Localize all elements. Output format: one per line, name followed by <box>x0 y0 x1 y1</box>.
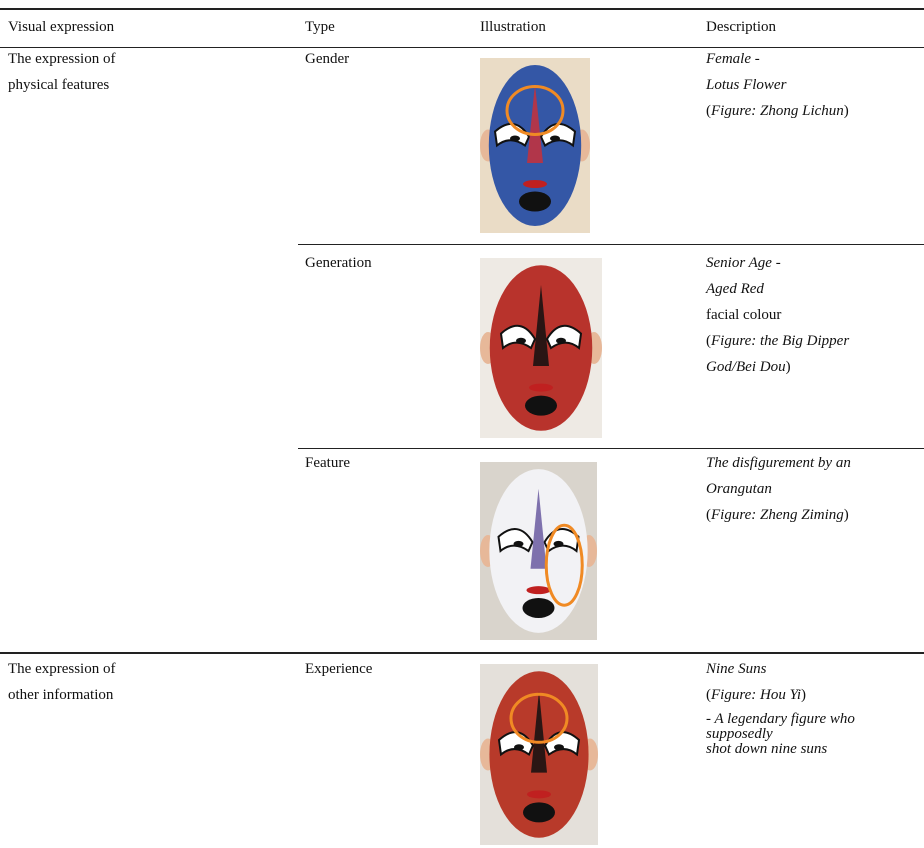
description-line: (Figure: Hou Yi) <box>706 686 806 704</box>
text-segment: The disfigurement by an <box>706 455 851 471</box>
text-segment: ) <box>801 687 806 703</box>
rule <box>0 8 924 10</box>
description-line: Female - <box>706 50 760 68</box>
shape <box>544 523 584 607</box>
description-line: (Figure: Zhong Lichun) <box>706 102 849 120</box>
description-line: Lotus Flower <box>706 76 786 94</box>
expression: physical features <box>8 77 110 93</box>
expression: The expression of <box>8 51 116 67</box>
shape <box>509 692 569 744</box>
text-segment: Orangutan <box>706 481 772 497</box>
shape <box>533 285 549 366</box>
text-segment: Figure: Zhong Lichun <box>711 103 844 119</box>
shape <box>523 180 547 188</box>
text-segment: Female - <box>706 51 760 67</box>
text-segment: Senior Age - <box>706 255 781 271</box>
description-line: God/Bei Dou) <box>706 358 791 376</box>
type: Generation <box>305 255 372 271</box>
shape <box>519 191 551 212</box>
shape <box>554 744 564 751</box>
rule <box>0 652 924 654</box>
text-segment: ( <box>706 333 711 349</box>
header-cell: Description <box>706 19 776 35</box>
shape <box>505 85 565 136</box>
type: Feature <box>305 455 350 471</box>
header-cell: Illustration <box>480 19 546 35</box>
text-segment: God/Bei Dou <box>706 359 786 375</box>
rule <box>298 448 924 449</box>
text-segment: ( <box>706 103 711 119</box>
header-cell: Visual expression <box>8 19 115 35</box>
shape <box>516 337 526 344</box>
description-line: Nine Suns <box>706 660 766 678</box>
shape <box>530 488 547 569</box>
shape <box>550 135 560 142</box>
mask-illustration <box>480 664 598 845</box>
description-line: Aged Red <box>706 280 764 298</box>
note-line: supposedly <box>706 726 773 742</box>
shape <box>525 395 557 416</box>
shape <box>514 744 524 751</box>
note-line: shot down nine suns <box>706 741 828 757</box>
text-segment: Figure: Zheng Ziming <box>711 507 844 523</box>
expression: other information <box>8 687 114 703</box>
text-segment: ) <box>843 507 849 523</box>
note-line: - A legendary figure who <box>706 711 855 727</box>
text-segment: ) <box>843 103 849 119</box>
text-segment: ( <box>706 687 711 703</box>
text-segment: Figure: Hou Yi <box>711 687 801 703</box>
rule <box>298 244 924 245</box>
shape <box>556 337 566 344</box>
shape <box>510 135 520 142</box>
shape <box>545 324 583 350</box>
type: Gender <box>305 51 350 67</box>
shape <box>526 586 551 595</box>
shape <box>523 802 555 823</box>
description-line: The disfigurement by an <box>706 454 851 472</box>
text-segment: ) <box>785 359 791 375</box>
mask-illustration <box>480 58 590 233</box>
shape <box>513 540 524 547</box>
header-cell: Type <box>305 19 335 35</box>
shape <box>499 324 537 350</box>
description-line: facial colour <box>706 306 781 324</box>
text-segment: Lotus Flower <box>706 77 787 93</box>
text-segment: Aged Red <box>706 281 764 297</box>
description-line: (Figure: Zheng Ziming) <box>706 506 849 524</box>
text-segment: Figure: the Big Dipper <box>711 333 850 349</box>
description-line: Orangutan <box>706 480 772 498</box>
shape <box>527 790 551 799</box>
expression: The expression of <box>8 661 116 677</box>
shape <box>529 383 553 392</box>
shape <box>553 540 564 547</box>
text-segment: facial colour <box>706 307 782 323</box>
text-segment: Nine Suns <box>706 661 767 677</box>
type: Experience <box>305 661 373 677</box>
shape <box>522 597 555 618</box>
description-line: (Figure: the Big Dipper <box>706 332 849 350</box>
mask-illustration <box>480 258 602 438</box>
description-line: Senior Age - <box>706 254 781 272</box>
text-segment: ( <box>706 507 711 523</box>
shape <box>527 84 543 163</box>
rule <box>0 47 924 48</box>
mask-illustration <box>480 462 597 640</box>
shape <box>497 528 534 553</box>
shape <box>531 691 547 773</box>
